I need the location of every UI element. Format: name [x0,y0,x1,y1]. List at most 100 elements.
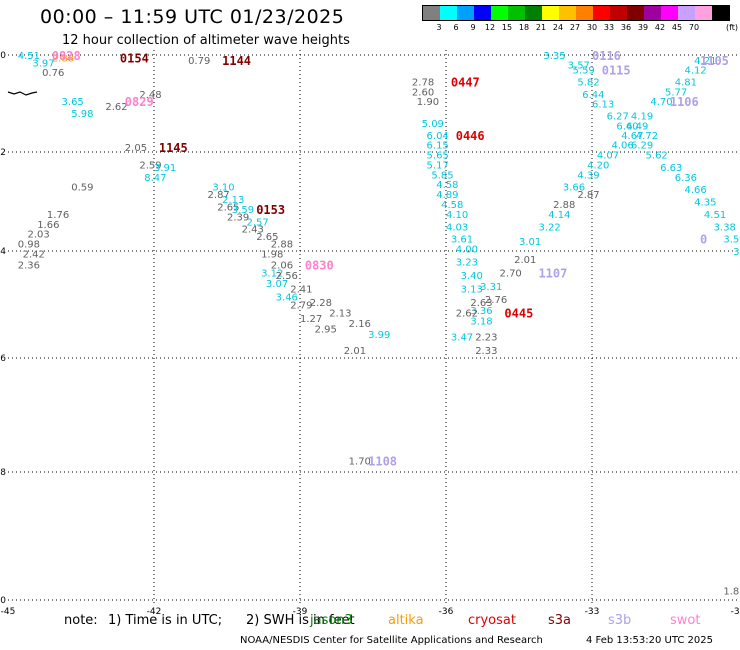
lat-tick-label: -70 [0,596,6,606]
pass-time-label: 0115 [602,64,631,78]
legend-label: 3 [436,23,442,32]
swh-value-label: 6.49 [626,121,648,132]
pass-time-label: 0828 [52,49,81,63]
swh-value-label: 6.29 [631,141,653,152]
swh-value-label: 2.76 [485,295,507,306]
legend-swatch [542,6,559,20]
legend-swatch [474,6,491,20]
legend-swatch [593,6,610,20]
legend-label: 70 [688,23,700,32]
lon-tick-label: -42 [147,607,162,617]
legend-label: 12 [484,23,496,32]
swh-value-label: 4.20 [587,160,609,171]
swh-value-label: 4.35 [694,198,716,209]
pass-time-label: 1108 [368,455,397,469]
wave-height-labels: 4.513.970.762.88 0.792.483.65 2.625.982.05… [18,51,740,597]
legend-swatch [610,6,627,20]
swh-value-label: 2.60 [412,87,434,98]
swh-value-label: 2.87 [208,190,230,201]
swh-value-label: 3.99 [368,330,390,341]
lon-tick-label: -39 [293,607,308,617]
swh-value-label: 6.36 [675,173,697,184]
legend-label: 27 [569,23,581,32]
pass-time-label: 1106 [670,95,699,109]
pass-time-label: 1145 [159,141,188,155]
swh-value-label: 1.66 [37,220,59,231]
lon-tick-label: -30 [731,607,740,617]
swh-value-label: 2.43 [242,225,264,236]
swh-value-label: 2.88 [553,200,575,211]
pass-time-label: 0446 [456,129,485,143]
swh-value-label: 2.23 [475,333,497,344]
swh-value-label: 2.13 [329,309,351,320]
swh-value-label: 0.98 [18,240,40,251]
swh-value-label: 1.90 [417,97,439,108]
mission-swot: swot [670,613,701,628]
swh-value-label: 4.03 [446,222,468,233]
legend-swatch [440,6,457,20]
swh-value-label: 3.38 [714,222,736,233]
swh-value-label: 0.76 [42,68,64,79]
swh-value-label: 2.56 [276,271,298,282]
legend-swatch [491,6,508,20]
swh-value-label: 2.33 [475,346,497,357]
swh-value-label: 1.70 [349,457,371,468]
lat-tick-label: -62 [0,148,6,158]
swh-value-label: 2.03 [27,230,49,241]
swh-value-label: 6.44 [582,90,604,101]
swh-value-label: 4.70 [650,97,672,108]
swh-value-label: 4.58 [441,200,463,211]
swh-value-label: 2.05 [125,143,147,154]
swh-value-label: 2.79 [290,301,312,312]
swh-value-label: 1.98 [261,250,283,261]
lon-tick-label: -36 [439,607,454,617]
legend-swatch [644,6,661,20]
swh-value-label: 3.97 [32,58,54,69]
swh-value-label: 4.66 [684,185,706,196]
mission-s3b: s3b [608,613,632,628]
swh-value-label: 4.39 [577,170,599,181]
swh-value-label: 2.28 [310,298,332,309]
swh-value-label: 2.57 [246,217,268,228]
swh-value-label: 5.62 [646,150,668,161]
swh-value-label: 2.13 [222,195,244,206]
legend-label: 45 [671,23,683,32]
legend-swatch [678,6,695,20]
legend-label: 6 [453,23,459,32]
swh-value-label: 2.88 [271,240,293,251]
lon-tick-label: -33 [585,607,600,617]
legend-swatch [457,6,474,20]
pass-time-label: 1144 [222,54,251,68]
legend-swatch [627,6,644,20]
swh-value-label: 2.41 [290,284,312,295]
swh-value-label: 5.09 [422,119,444,130]
swh-value-label: 6.13 [592,100,614,111]
swh-value-label: 6.04 [427,131,449,142]
swh-value-label: 2.70 [500,268,522,279]
swh-value-label: 3.46 [276,292,298,303]
pass-time-label: 0153 [256,203,285,217]
pass-time-label: 0447 [451,76,480,90]
swh-value-label: 5.65 [427,150,449,161]
legend-labels: 3 6 9 12 15 18 21 24 27 30 33 36 39 42 45 70 (ft) [422,23,738,35]
swh-value-label: 2.88 [52,53,74,64]
swh-value-label: 2.06 [271,260,293,271]
swh-value-label: 0.79 [188,56,210,67]
swh-value-label: 3.51 [723,235,740,246]
legend-label: 30 [586,23,598,32]
note-2: 2) SWH is in feet [246,613,355,628]
lat-tick-label: -66 [0,354,6,364]
pass-time-label: 0829 [125,95,154,109]
pass-time-label: 0445 [504,307,533,321]
swh-value-label: 4.07 [597,150,619,161]
legend-swatch [559,6,576,20]
swh-value-label: 4.51 [18,51,40,62]
swh-value-label: 3.22 [538,222,560,233]
swh-value-label: 2.65 [256,232,278,243]
mission-s3a: s3a [548,613,572,628]
pass-time-label: 0154 [120,51,149,65]
swh-value-label: 4.58 [436,180,458,191]
swh-value-label: 5.17 [427,160,449,171]
legend-unit: (ft) [725,23,739,32]
